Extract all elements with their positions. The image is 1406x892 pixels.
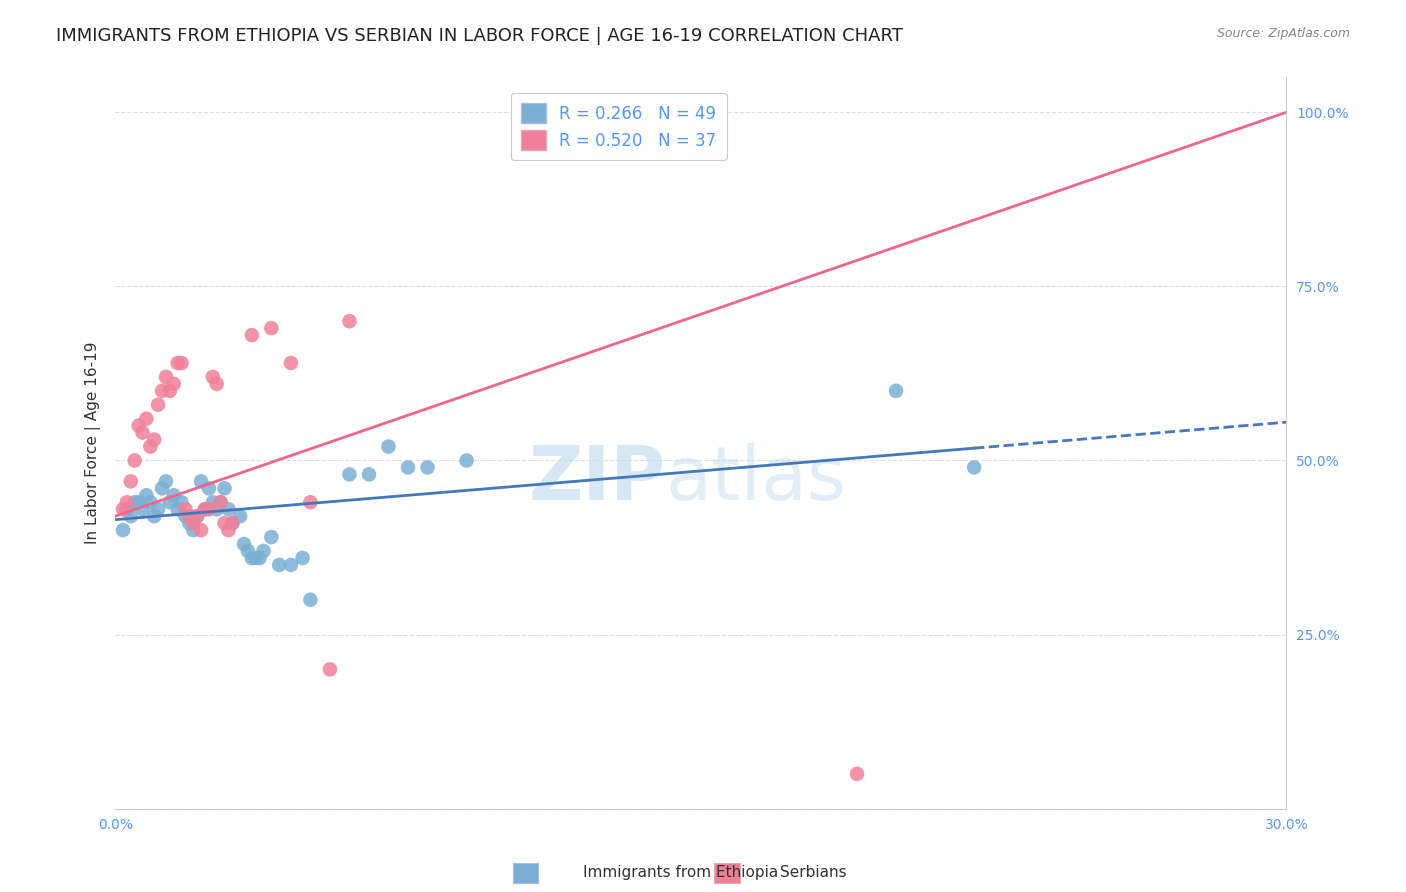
Point: [299, 495, 322, 509]
Point: [963, 460, 986, 475]
Point: [143, 433, 166, 447]
Point: [299, 592, 322, 607]
Point: [269, 558, 291, 572]
Point: [170, 356, 193, 370]
Point: [186, 509, 208, 524]
Point: [111, 502, 134, 516]
Point: [214, 516, 236, 530]
Point: [170, 495, 193, 509]
Point: [174, 509, 197, 524]
Text: ZIP: ZIP: [529, 443, 665, 516]
Point: [205, 376, 228, 391]
Text: Source: ZipAtlas.com: Source: ZipAtlas.com: [1216, 27, 1350, 40]
Point: [120, 475, 142, 489]
Point: [233, 537, 256, 551]
Point: [194, 502, 217, 516]
Point: [115, 495, 138, 509]
Point: [131, 425, 153, 440]
Point: [209, 495, 232, 509]
Point: [179, 516, 201, 530]
Point: [124, 495, 146, 509]
Point: [456, 453, 478, 467]
Point: [159, 495, 181, 509]
Point: [377, 440, 399, 454]
Point: [124, 453, 146, 467]
Point: [128, 495, 150, 509]
Point: [249, 551, 271, 566]
Point: [319, 662, 342, 676]
Point: [146, 502, 169, 516]
Point: [689, 105, 711, 120]
Point: [357, 467, 380, 482]
Point: [131, 502, 153, 516]
Point: [339, 467, 361, 482]
Point: [884, 384, 907, 398]
Point: [135, 411, 157, 425]
Point: [396, 460, 419, 475]
Y-axis label: In Labor Force | Age 16-19: In Labor Force | Age 16-19: [86, 342, 101, 544]
Point: [194, 502, 217, 516]
Point: [190, 523, 212, 537]
Point: [135, 488, 157, 502]
Point: [214, 481, 236, 495]
Point: [139, 495, 162, 509]
Point: [198, 481, 221, 495]
Point: [236, 544, 259, 558]
Point: [201, 370, 224, 384]
Point: [280, 356, 302, 370]
Point: [115, 502, 138, 516]
Point: [209, 495, 232, 509]
Point: [221, 516, 243, 530]
Text: Immigrants from Ethiopia: Immigrants from Ethiopia: [583, 865, 779, 880]
Point: [280, 558, 302, 572]
Text: Serbians: Serbians: [780, 865, 846, 880]
Point: [166, 502, 188, 516]
Point: [186, 509, 208, 524]
Point: [217, 502, 239, 516]
Point: [174, 502, 197, 516]
Point: [201, 495, 224, 509]
Point: [416, 460, 439, 475]
Point: [339, 314, 361, 328]
Point: [163, 488, 186, 502]
Point: [181, 523, 204, 537]
Text: IMMIGRANTS FROM ETHIOPIA VS SERBIAN IN LABOR FORCE | AGE 16-19 CORRELATION CHART: IMMIGRANTS FROM ETHIOPIA VS SERBIAN IN L…: [56, 27, 903, 45]
Point: [111, 523, 134, 537]
Point: [179, 509, 201, 524]
Point: [143, 509, 166, 524]
Point: [291, 551, 314, 566]
Point: [181, 516, 204, 530]
Point: [260, 321, 283, 335]
Legend: R = 0.266   N = 49, R = 0.520   N = 37: R = 0.266 N = 49, R = 0.520 N = 37: [512, 93, 727, 161]
Point: [240, 551, 263, 566]
Point: [155, 370, 177, 384]
Point: [260, 530, 283, 544]
Text: atlas: atlas: [665, 443, 846, 516]
Point: [139, 440, 162, 454]
Point: [252, 544, 274, 558]
Point: [155, 475, 177, 489]
Point: [229, 509, 252, 524]
Point: [159, 384, 181, 398]
Point: [205, 502, 228, 516]
Point: [163, 376, 186, 391]
Point: [128, 418, 150, 433]
Point: [846, 767, 869, 781]
Point: [146, 398, 169, 412]
Point: [198, 502, 221, 516]
Point: [217, 523, 239, 537]
Point: [166, 356, 188, 370]
Point: [221, 516, 243, 530]
Point: [150, 384, 173, 398]
Point: [120, 509, 142, 524]
Point: [150, 481, 173, 495]
Point: [245, 551, 267, 566]
Point: [190, 475, 212, 489]
Point: [240, 328, 263, 343]
